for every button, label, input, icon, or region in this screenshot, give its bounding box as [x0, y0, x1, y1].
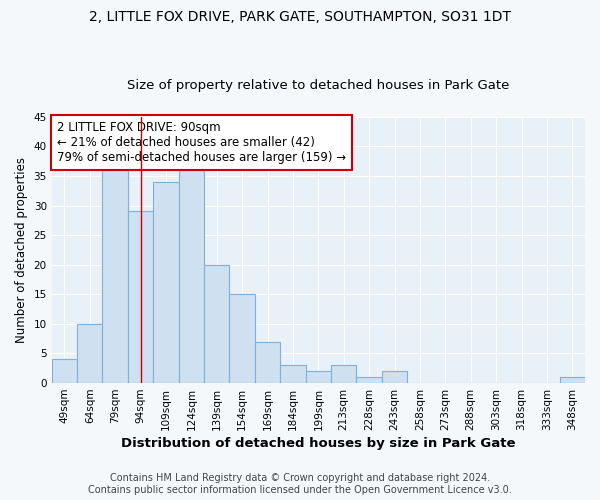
Text: Contains HM Land Registry data © Crown copyright and database right 2024.
Contai: Contains HM Land Registry data © Crown c… [88, 474, 512, 495]
Bar [382, 371, 407, 383]
Bar [331, 366, 356, 383]
Bar [103, 170, 128, 383]
Bar [204, 264, 229, 383]
Bar [128, 212, 153, 383]
Bar [52, 360, 77, 383]
Bar [305, 371, 331, 383]
Bar [77, 324, 103, 383]
Y-axis label: Number of detached properties: Number of detached properties [15, 157, 28, 343]
Bar [255, 342, 280, 383]
Bar [153, 182, 179, 383]
Bar [179, 170, 204, 383]
Bar [229, 294, 255, 383]
Text: 2 LITTLE FOX DRIVE: 90sqm
← 21% of detached houses are smaller (42)
79% of semi-: 2 LITTLE FOX DRIVE: 90sqm ← 21% of detac… [57, 121, 346, 164]
Text: 2, LITTLE FOX DRIVE, PARK GATE, SOUTHAMPTON, SO31 1DT: 2, LITTLE FOX DRIVE, PARK GATE, SOUTHAMP… [89, 10, 511, 24]
Bar [356, 377, 382, 383]
Bar [560, 377, 585, 383]
X-axis label: Distribution of detached houses by size in Park Gate: Distribution of detached houses by size … [121, 437, 515, 450]
Bar [280, 366, 305, 383]
Title: Size of property relative to detached houses in Park Gate: Size of property relative to detached ho… [127, 79, 509, 92]
